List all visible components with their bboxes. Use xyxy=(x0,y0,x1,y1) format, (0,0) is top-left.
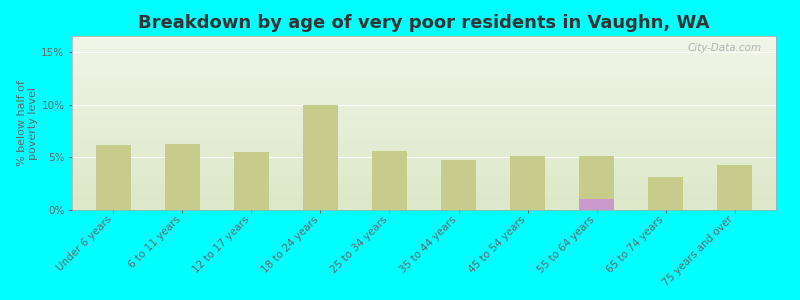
Y-axis label: % below half of
poverty level: % below half of poverty level xyxy=(17,80,38,166)
Bar xyxy=(579,156,614,210)
Bar xyxy=(648,177,683,210)
Bar xyxy=(372,151,406,210)
Title: Breakdown by age of very poor residents in Vaughn, WA: Breakdown by age of very poor residents … xyxy=(138,14,710,32)
Bar xyxy=(165,144,200,210)
Bar xyxy=(579,200,614,210)
Bar xyxy=(96,145,130,210)
Bar xyxy=(303,104,338,210)
Bar xyxy=(510,156,545,210)
Bar xyxy=(718,165,752,210)
Bar xyxy=(442,160,476,210)
Bar xyxy=(234,152,269,210)
Text: City-Data.com: City-Data.com xyxy=(688,43,762,53)
